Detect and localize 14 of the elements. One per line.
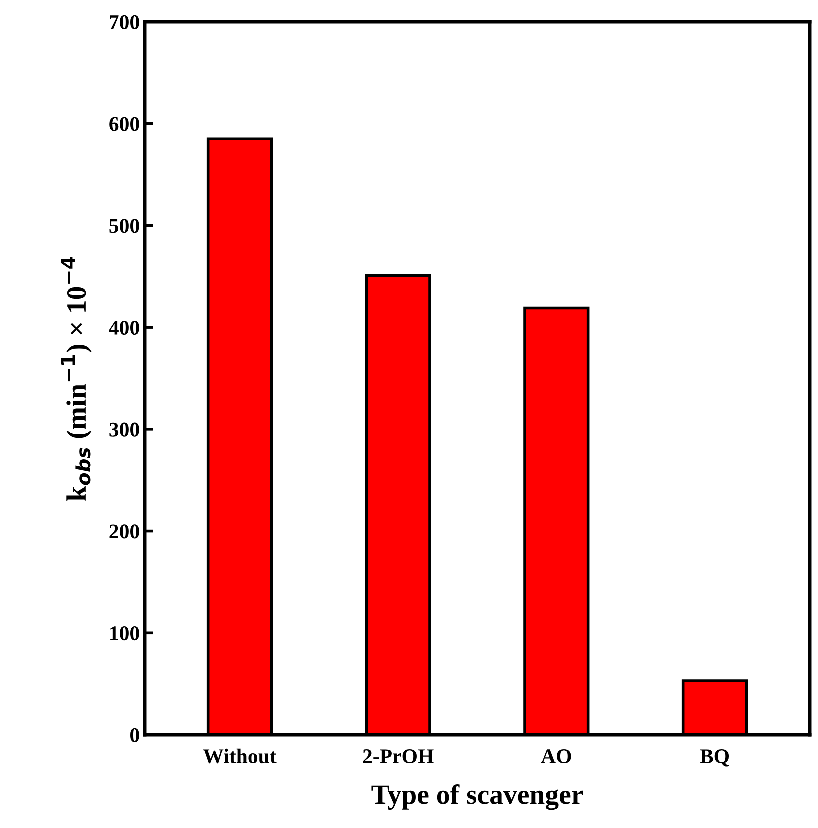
x-tick-label: Without bbox=[203, 748, 277, 764]
x-tick-label: BQ bbox=[700, 750, 730, 767]
y-tick-label: 700 bbox=[110, 15, 140, 30]
y-tick-label: 100 bbox=[110, 626, 140, 641]
y-tick-label: 600 bbox=[110, 117, 140, 132]
x-tick-label: 2-PrOH bbox=[363, 750, 434, 764]
y-tick-label: 300 bbox=[110, 422, 140, 437]
y-tick-label: 0 bbox=[130, 728, 140, 742]
x-tick-label: AO bbox=[541, 750, 572, 764]
x-axis-title: Type of scavenger bbox=[372, 784, 584, 810]
y-axis-title: k$_{obs}$ (min$^{−1}$) × 10$^{−4}$ bbox=[61, 257, 92, 502]
y-tick-label: 200 bbox=[110, 524, 140, 539]
y-tick-label: 400 bbox=[109, 320, 140, 336]
y-tick-label: 500 bbox=[110, 219, 140, 234]
